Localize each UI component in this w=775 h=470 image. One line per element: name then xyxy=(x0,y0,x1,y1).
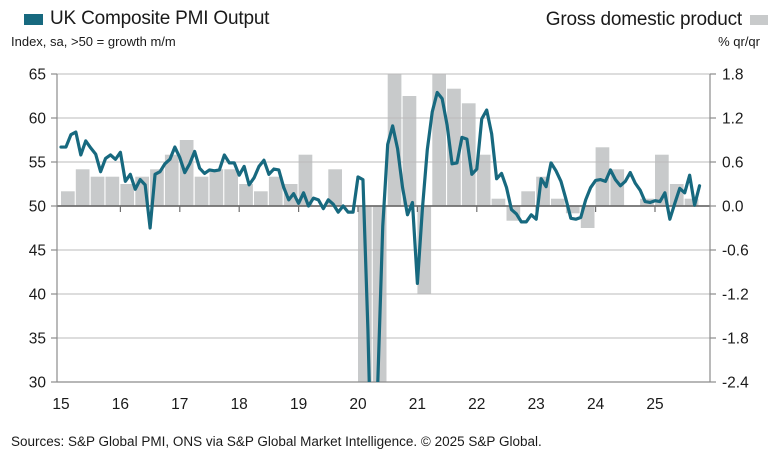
legend-item-gdp: Gross domestic product xyxy=(546,9,768,31)
gdp-bar xyxy=(224,169,238,206)
gdp-bar xyxy=(239,184,253,206)
gdp-legend-label: Gross domestic product xyxy=(545,9,742,30)
gdp-bar xyxy=(268,176,283,206)
x-tick-label: 22 xyxy=(468,396,485,413)
y-tick-label-left: 50 xyxy=(29,199,47,216)
gdp-bar xyxy=(491,198,506,206)
gdp-bar xyxy=(328,169,342,206)
y-tick-label-right: -1.2 xyxy=(722,287,749,304)
y-tick-label-left: 40 xyxy=(29,287,47,304)
y-tick-label-left: 60 xyxy=(29,111,47,128)
y-tick-label-right: -0.6 xyxy=(722,243,749,260)
legend-item-pmi: UK Composite PMI Output xyxy=(24,8,269,30)
gdp-bar xyxy=(521,191,535,206)
y-tick-label-right: 0.6 xyxy=(722,155,744,172)
axis-frame xyxy=(56,74,711,383)
x-tick-label: 18 xyxy=(231,396,248,413)
gdp-bar xyxy=(194,176,209,206)
source-note: Sources: S&P Global PMI, ONS via S&P Glo… xyxy=(11,434,542,449)
right-axis-caption: % qr/qr xyxy=(718,34,760,49)
pmi-legend-label: UK Composite PMI Output xyxy=(50,8,270,29)
pmi-legend-swatch-icon xyxy=(24,13,43,25)
x-tick-label: 16 xyxy=(112,396,129,413)
x-tick-label: 20 xyxy=(349,396,367,413)
gdp-bar xyxy=(61,191,75,206)
gdp-bar xyxy=(105,176,120,206)
combo-chart: 65 60 55 50 45 40 35 30 1.8 1.2 0.6 0.0 -0.6 -1.2 -1.8… xyxy=(29,67,749,414)
gdp-bar xyxy=(580,206,595,228)
pmi-line xyxy=(59,90,702,382)
x-axis-labels: 15 16 17 18 19 20 21 22 23 24 25 xyxy=(52,396,663,413)
y-tick-label-right: 1.8 xyxy=(722,67,744,84)
y-tick-label-left: 30 xyxy=(29,375,47,392)
gdp-bar xyxy=(75,169,90,206)
y-tick-label-left: 45 xyxy=(29,243,46,260)
y-tick-label-left: 65 xyxy=(29,67,46,84)
y-tick-label-right: 1.2 xyxy=(722,111,744,128)
gdp-legend-swatch-icon xyxy=(750,15,768,25)
gdp-bar xyxy=(476,154,491,206)
left-axis-caption: Index, sa, >50 = growth m/m xyxy=(11,34,176,49)
y-tick-label-left: 35 xyxy=(29,331,46,348)
legend-row: UK Composite PMI Output Gross domestic p… xyxy=(0,8,775,32)
gdp-bar xyxy=(551,198,565,206)
x-tick-label: 19 xyxy=(290,396,307,413)
y-axis-left-labels: 65 60 55 50 45 40 35 30 xyxy=(29,67,47,392)
x-tick-label: 17 xyxy=(171,396,188,413)
gdp-bar xyxy=(565,206,580,214)
x-tick-label: 15 xyxy=(52,396,69,413)
gdp-bar xyxy=(387,74,402,206)
gdp-bar xyxy=(209,169,224,206)
x-tick-label: 25 xyxy=(646,396,663,413)
x-tick-label: 23 xyxy=(528,396,545,413)
gdp-bar xyxy=(90,176,105,206)
x-tick-label: 24 xyxy=(587,396,605,413)
y-tick-label-right: 0.0 xyxy=(722,199,744,216)
axis-ticks xyxy=(51,73,716,383)
gdp-bar xyxy=(120,184,135,206)
gdp-bar xyxy=(402,96,417,206)
y-tick-label-left: 55 xyxy=(29,155,46,172)
x-tick-label: 21 xyxy=(409,396,426,413)
y-tick-label-right: -2.4 xyxy=(722,375,749,392)
y-tick-label-right: -1.8 xyxy=(722,331,749,348)
y-axis-right-labels: 1.8 1.2 0.6 0.0 -0.6 -1.2 -1.8 -2.4 xyxy=(722,67,749,392)
gdp-bar xyxy=(179,140,194,206)
gdp-bar xyxy=(254,191,268,206)
axis-caption-row: Index, sa, >50 = growth m/m % qr/qr xyxy=(0,34,775,52)
gdp-bar xyxy=(684,198,699,206)
gdp-bar xyxy=(164,154,179,206)
